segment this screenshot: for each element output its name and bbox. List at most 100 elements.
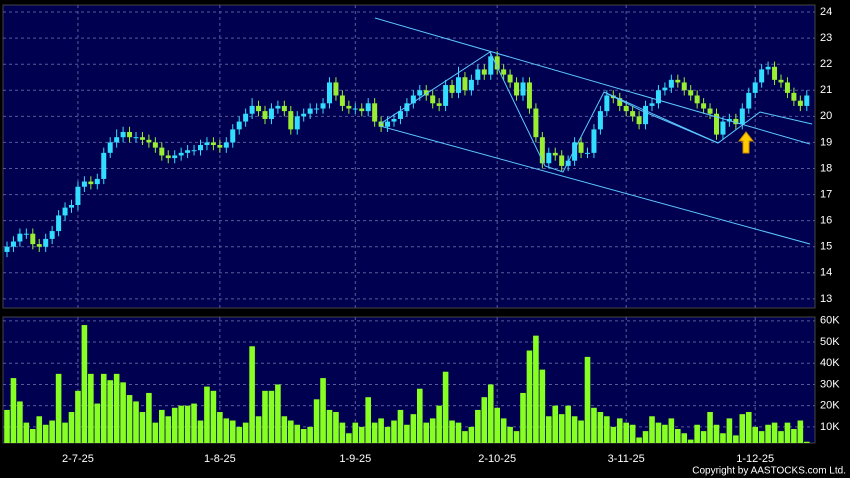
volume-bar <box>745 412 752 443</box>
candle-body <box>223 142 229 148</box>
volume-bar <box>681 433 688 443</box>
volume-bar <box>436 405 442 443</box>
candle-body <box>81 181 87 187</box>
candle-body <box>198 145 203 151</box>
candle-body <box>591 129 597 153</box>
volume-bar <box>565 405 571 443</box>
volume-bar <box>68 412 75 443</box>
volume-bar <box>191 403 197 443</box>
candle-body <box>288 111 294 130</box>
volume-bar <box>17 401 23 443</box>
candle-body <box>714 113 719 135</box>
volume-bar <box>365 397 371 443</box>
candle-body <box>17 233 23 242</box>
candle-body <box>327 82 332 104</box>
candle-body <box>746 92 752 109</box>
y-tick-label: 10K <box>820 421 840 433</box>
candle-body <box>778 79 784 83</box>
volume-bar <box>804 441 810 443</box>
volume-bar <box>307 426 313 443</box>
candle-body <box>4 246 10 252</box>
volume-bar <box>462 431 468 443</box>
volume-bar <box>533 335 539 443</box>
y-tick-label: 14 <box>820 267 832 279</box>
candle-body <box>585 152 590 154</box>
volume-bar <box>642 431 649 443</box>
volume-bar <box>578 420 584 443</box>
volume-bar <box>739 414 746 443</box>
y-tick-label: 18 <box>820 162 832 174</box>
candle-body <box>352 108 358 110</box>
candle-body <box>443 85 449 106</box>
trend-line <box>374 17 811 145</box>
volume-bar <box>771 422 778 443</box>
candle-body <box>481 69 487 75</box>
candle-body <box>681 82 687 91</box>
volume-bar <box>791 429 797 443</box>
candle-body <box>630 111 636 117</box>
volume-bar <box>591 407 597 443</box>
volume-bar <box>120 382 126 443</box>
x-tick-label: 1-12-25 <box>736 453 774 465</box>
volume-bar <box>668 418 675 443</box>
volume-bar <box>636 437 642 443</box>
volume-bar <box>494 407 500 443</box>
volume-bar <box>30 429 36 443</box>
candle-body <box>449 85 455 93</box>
volume-bar <box>10 378 17 443</box>
candle-body <box>365 103 371 112</box>
y-tick-label: 15 <box>820 241 832 253</box>
volume-bar <box>797 420 804 443</box>
volume-bar <box>268 390 275 443</box>
volume-bar <box>94 403 101 443</box>
volume-bar <box>726 418 733 443</box>
trend-line <box>379 125 811 245</box>
candle-body <box>107 142 113 153</box>
y-tick-label: 50K <box>820 336 840 348</box>
volume-bar <box>223 418 230 443</box>
y-tick-label: 24 <box>820 6 832 18</box>
volume-bar <box>442 371 449 443</box>
trend-line <box>603 91 719 144</box>
volume-bar <box>178 405 184 443</box>
candle-body <box>572 142 578 161</box>
volume-bar <box>146 392 152 443</box>
volume-bar <box>300 429 307 443</box>
x-tick-label: 2-7-25 <box>62 453 94 465</box>
candle-body <box>752 82 758 93</box>
candle-body <box>210 142 216 146</box>
candle-body <box>565 160 571 166</box>
volume-bar <box>423 422 430 443</box>
volume-bar <box>229 420 236 443</box>
volume-bar <box>707 412 713 443</box>
grid <box>3 5 815 443</box>
candle-body <box>468 79 474 91</box>
candle-body <box>417 90 423 96</box>
volume-bar <box>100 373 107 443</box>
candle-body <box>172 155 178 159</box>
volume-bar <box>733 435 739 443</box>
volume-bar <box>165 416 172 443</box>
volume-bar <box>107 380 113 443</box>
y-tick-label: 21 <box>820 84 832 96</box>
candle-body <box>546 152 552 164</box>
candle-body <box>791 92 797 101</box>
candle-body <box>43 238 49 247</box>
volume-bar <box>507 426 513 443</box>
candle-body <box>243 113 249 122</box>
candle-body <box>114 137 120 143</box>
candle-body <box>94 178 100 185</box>
candle-body <box>804 95 810 106</box>
candle-body <box>501 69 507 75</box>
volume-bar <box>320 378 326 443</box>
candle-body <box>249 105 255 114</box>
candle-body <box>488 56 494 75</box>
y-tick-label: 40K <box>820 357 840 369</box>
candle-body <box>597 111 603 130</box>
x-tick-label: 2-10-25 <box>478 453 516 465</box>
volume-bar <box>313 399 320 443</box>
signal-arrow <box>737 131 755 154</box>
candle-body <box>514 82 520 96</box>
candle-body <box>281 105 287 112</box>
volume-bar <box>687 439 694 443</box>
